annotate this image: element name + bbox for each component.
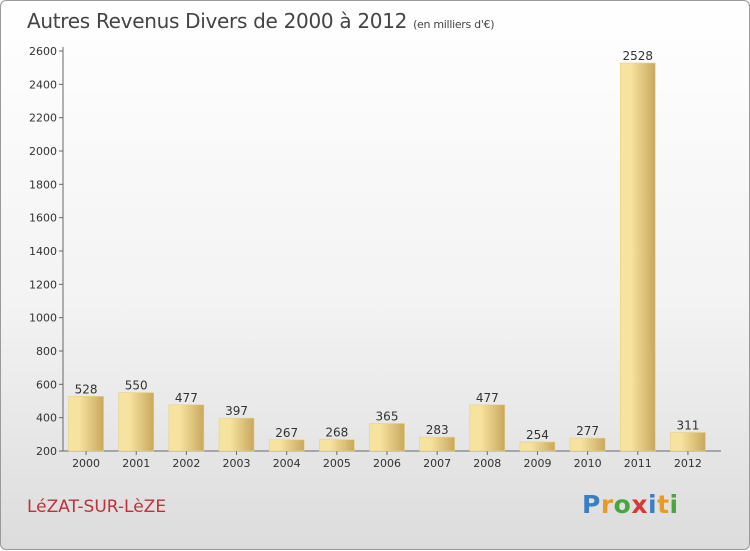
- bar: [369, 423, 405, 452]
- logo-letter: P: [582, 490, 601, 519]
- bar-value-label: 267: [275, 426, 298, 440]
- bar: [619, 62, 656, 452]
- x-tick-label: 2005: [323, 457, 351, 470]
- bar-value-label: 268: [325, 426, 348, 440]
- logo-letter: t: [657, 490, 670, 519]
- chart-subtitle: (en milliers d'€): [413, 18, 495, 31]
- y-tick-label: 600: [36, 378, 57, 391]
- chart-bars: [68, 62, 706, 452]
- bar: [670, 432, 706, 452]
- bar: [469, 404, 506, 452]
- bar-value-label: 528: [75, 382, 98, 396]
- y-tick-label: 1800: [29, 178, 57, 191]
- y-tick-label: 200: [36, 445, 57, 458]
- bar: [519, 441, 556, 452]
- bar: [319, 439, 355, 452]
- chart-title: Autres Revenus Divers de 2000 à 2012 (en …: [27, 9, 495, 33]
- chart-data-labels: 528 550 477 397 267 268 365 283 477 254 277 2528 311: [75, 49, 700, 442]
- bar-value-label: 283: [426, 423, 449, 437]
- bar-value-label: 477: [175, 391, 198, 405]
- x-tick-label: 2010: [574, 457, 602, 470]
- x-tick-label: 2011: [624, 457, 652, 470]
- logo-letter: i: [648, 490, 658, 519]
- chart-axes: 200 400 600 800 1000 1200 1400 1600 1800 2000 2200…: [29, 45, 721, 470]
- logo-letter: o: [613, 490, 632, 519]
- x-tick-label: 2008: [473, 457, 501, 470]
- y-tick-label: 2200: [29, 112, 57, 125]
- x-tick-label: 2004: [273, 457, 301, 470]
- y-tick-label: 2400: [29, 78, 57, 91]
- x-tick-label: 2012: [674, 457, 702, 470]
- y-tick-label: 800: [36, 345, 57, 358]
- bar: [168, 404, 205, 452]
- bar-value-label: 477: [476, 391, 499, 405]
- y-tick-label: 400: [36, 412, 57, 425]
- x-tick-label: 2000: [72, 457, 100, 470]
- bar: [68, 396, 104, 452]
- bar: [218, 417, 255, 452]
- x-tick-label: 2002: [172, 457, 200, 470]
- bar-value-label: 550: [125, 379, 148, 393]
- y-tick-label: 2000: [29, 145, 57, 158]
- logo-letter: i: [669, 490, 679, 519]
- bar: [569, 437, 606, 452]
- x-tick-label: 2001: [122, 457, 150, 470]
- chart-title-text: Autres Revenus Divers de 2000 à 2012: [27, 9, 408, 33]
- bar-value-label: 2528: [622, 49, 653, 63]
- bar-value-label: 254: [526, 428, 549, 442]
- city-name: LéZAT-SUR-LèZE: [27, 497, 167, 517]
- bar: [268, 439, 305, 452]
- bar: [419, 436, 455, 452]
- x-tick-label: 2003: [223, 457, 251, 470]
- bar-value-label: 397: [225, 404, 248, 418]
- y-tick-label: 1000: [29, 312, 57, 325]
- y-tick-label: 1200: [29, 278, 57, 291]
- logo-letter: x: [631, 490, 648, 519]
- bar-value-label: 277: [576, 424, 599, 438]
- x-tick-label: 2007: [423, 457, 451, 470]
- y-tick-label: 1400: [29, 245, 57, 258]
- bar-value-label: 365: [376, 410, 399, 424]
- bar: [118, 392, 155, 452]
- bar-value-label: 311: [676, 419, 699, 433]
- proxiti-logo[interactable]: Proxiti: [582, 490, 679, 519]
- y-tick-label: 2600: [29, 45, 57, 58]
- logo-letter: r: [600, 490, 614, 519]
- x-tick-label: 2009: [523, 457, 551, 470]
- x-tick-label: 2006: [373, 457, 401, 470]
- y-tick-label: 1600: [29, 212, 57, 225]
